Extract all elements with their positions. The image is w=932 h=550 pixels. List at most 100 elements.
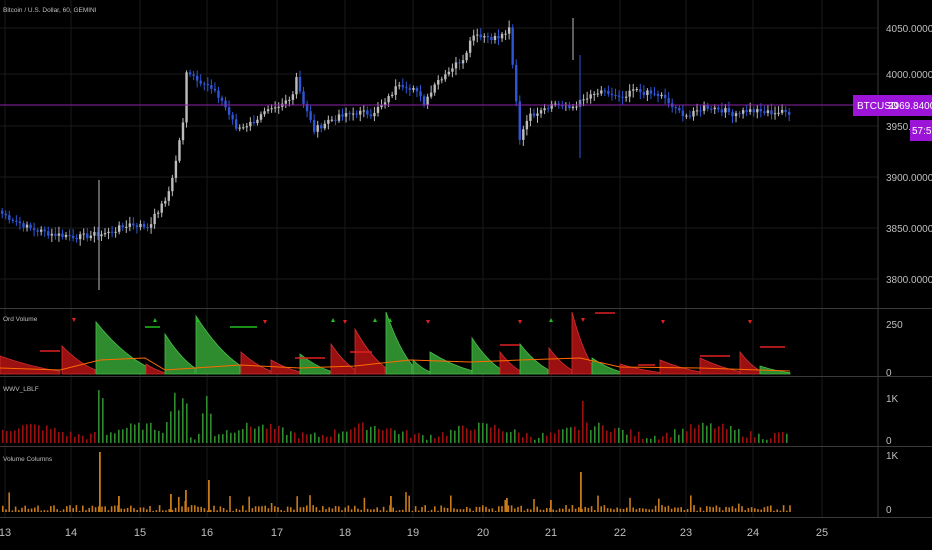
volume-column bbox=[194, 505, 196, 512]
candle-body bbox=[632, 89, 635, 91]
wwv-bar bbox=[766, 439, 768, 443]
candle-body bbox=[511, 27, 514, 65]
volume-column bbox=[664, 506, 666, 512]
candle-body bbox=[571, 106, 575, 109]
candle-body bbox=[674, 107, 677, 109]
candle-body bbox=[50, 233, 54, 236]
wwv-bar bbox=[194, 439, 196, 443]
x-label-22: 22 bbox=[614, 527, 626, 539]
wwv-bar bbox=[710, 423, 712, 443]
wwv-bar bbox=[222, 434, 224, 443]
volume-column bbox=[530, 509, 532, 512]
candle-body bbox=[461, 60, 465, 64]
volume-column bbox=[366, 508, 369, 512]
wwv-bar bbox=[718, 426, 720, 443]
candle-body bbox=[656, 93, 660, 97]
wwv-bar bbox=[514, 429, 516, 443]
wwv-bar bbox=[42, 430, 44, 443]
candle-body bbox=[628, 90, 631, 97]
wwv-bar bbox=[434, 438, 436, 443]
volume-column bbox=[62, 509, 65, 512]
volume-column bbox=[347, 505, 350, 512]
volume-column bbox=[398, 510, 401, 512]
candle-body bbox=[745, 110, 748, 112]
wwv-bar bbox=[54, 427, 56, 443]
wwv-bar bbox=[166, 422, 168, 443]
candle-body bbox=[752, 109, 755, 113]
volume-column bbox=[190, 505, 193, 512]
time-axis[interactable]: 13 14 15 16 17 18 19 20 21 22 23 24 25 bbox=[0, 527, 828, 539]
wwv-bar bbox=[702, 422, 704, 443]
volume-column bbox=[107, 510, 110, 512]
wwv-bar bbox=[342, 431, 344, 443]
wwv-bar bbox=[246, 422, 248, 443]
candle-body bbox=[125, 226, 128, 228]
wwv-bar bbox=[242, 428, 244, 443]
candle-body bbox=[717, 107, 720, 110]
wwv-bar bbox=[438, 436, 440, 443]
ord-volume-marker bbox=[153, 318, 157, 322]
volume-column bbox=[379, 510, 382, 512]
wwv-bar bbox=[518, 432, 520, 443]
candle-body bbox=[554, 103, 557, 105]
candle-body bbox=[71, 235, 75, 239]
candle-body bbox=[621, 96, 624, 98]
candle-body bbox=[82, 233, 85, 235]
wwv-bar bbox=[666, 432, 668, 443]
volume-column bbox=[258, 506, 260, 512]
volume-column bbox=[645, 508, 647, 512]
volume-column-spike bbox=[550, 500, 552, 512]
candle-body bbox=[351, 113, 355, 115]
volume-column bbox=[754, 508, 756, 512]
candle-body bbox=[249, 121, 252, 127]
last-price-value: 3969.84000000 bbox=[888, 101, 932, 112]
candle-body bbox=[777, 112, 780, 114]
candle-body bbox=[309, 111, 312, 120]
wwv-bar bbox=[362, 422, 364, 443]
x-label-15: 15 bbox=[134, 527, 146, 539]
wwv-bar bbox=[626, 434, 628, 443]
candle-body bbox=[724, 108, 727, 113]
volume-column bbox=[786, 510, 788, 512]
ord-volume-pane[interactable] bbox=[0, 311, 791, 375]
price-candles[interactable] bbox=[1, 18, 791, 290]
candle-body bbox=[642, 92, 646, 96]
wwv-bar bbox=[714, 428, 716, 443]
candle-body bbox=[139, 223, 142, 228]
volume-column bbox=[475, 506, 478, 512]
volume-column bbox=[526, 508, 529, 512]
candle-body bbox=[532, 113, 536, 116]
volume-columns-pane[interactable] bbox=[2, 452, 791, 512]
wwv-pane[interactable] bbox=[2, 390, 788, 443]
candle-body bbox=[146, 227, 149, 229]
candle-body bbox=[437, 80, 440, 85]
price-axis[interactable]: 4050.00000000 4000.00000000 3900.0000000… bbox=[886, 24, 932, 286]
volume-column bbox=[453, 508, 455, 512]
volume-column bbox=[94, 507, 97, 512]
volume-column bbox=[491, 508, 494, 512]
wwv-bar bbox=[74, 436, 76, 443]
candle-body bbox=[47, 231, 50, 236]
wwv-bar bbox=[98, 390, 100, 443]
x-label-20: 20 bbox=[477, 527, 489, 539]
volume-column bbox=[386, 510, 388, 512]
volume-columns-tick-1k: 1K bbox=[886, 451, 899, 462]
candle-body bbox=[688, 115, 692, 117]
candle-body bbox=[429, 92, 433, 97]
wwv-bar bbox=[230, 432, 232, 443]
candle-body bbox=[373, 112, 376, 117]
ord-volume-marker bbox=[388, 318, 392, 322]
candle-body bbox=[479, 34, 482, 38]
volume-column bbox=[696, 510, 698, 512]
candle-body bbox=[195, 75, 199, 81]
volume-column bbox=[270, 502, 273, 512]
candle-body bbox=[291, 94, 295, 100]
candle-body bbox=[515, 64, 518, 102]
wwv-bar bbox=[202, 413, 204, 443]
wwv-bar bbox=[86, 439, 88, 443]
volume-column bbox=[702, 510, 705, 512]
volume-column bbox=[536, 506, 538, 512]
wwv-bar bbox=[226, 430, 228, 443]
wwv-bar bbox=[302, 432, 304, 443]
